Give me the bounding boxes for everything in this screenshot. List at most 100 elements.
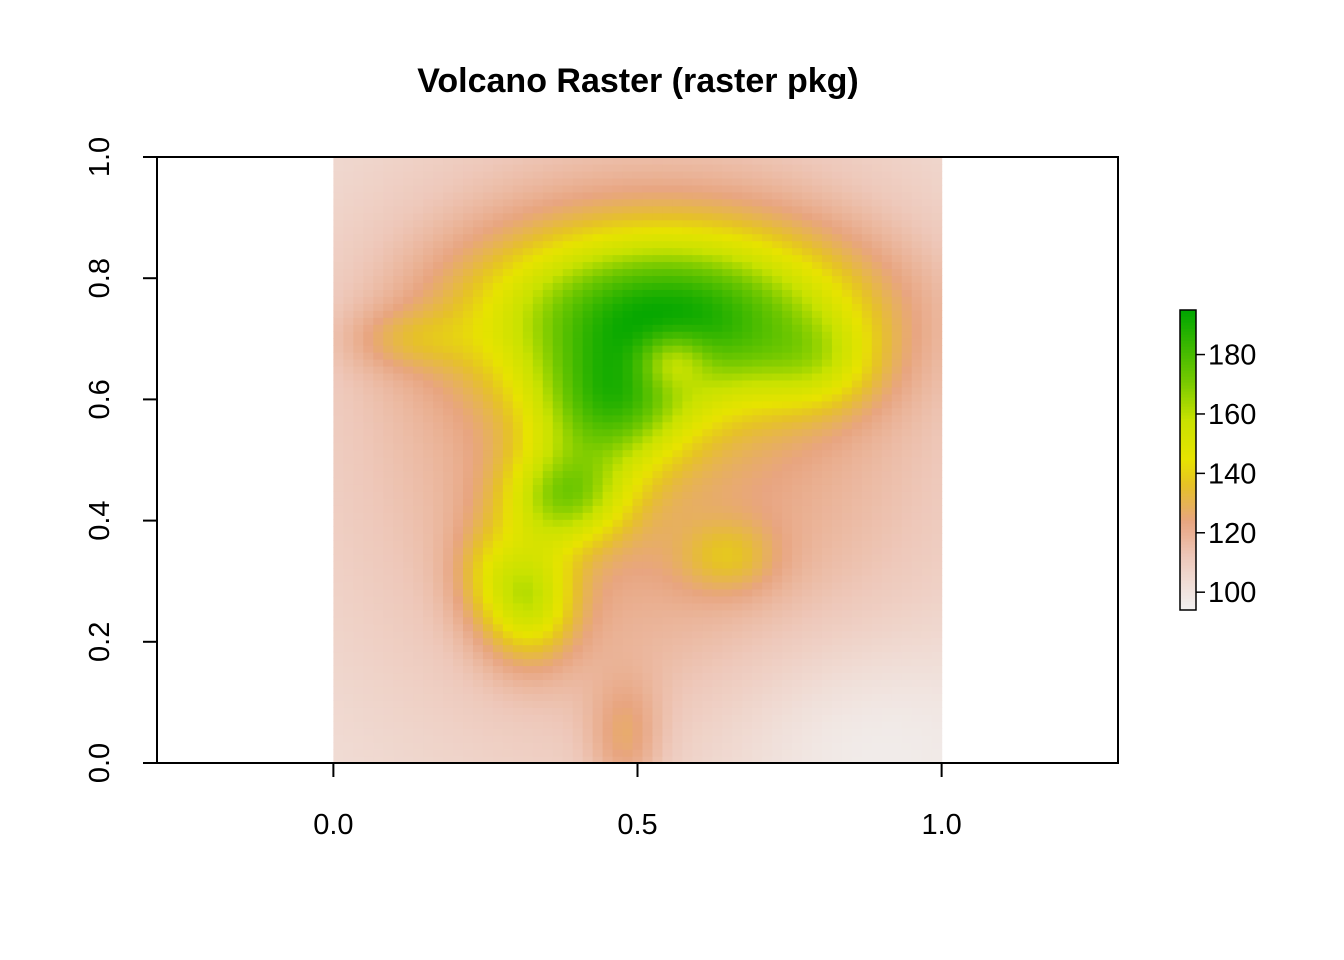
raster-cell	[792, 303, 803, 311]
raster-cell	[373, 407, 384, 416]
raster-cell	[911, 226, 923, 235]
raster-cell	[512, 742, 524, 750]
raster-cell	[682, 268, 693, 277]
raster-cell	[482, 282, 494, 290]
raster-cell	[353, 352, 364, 360]
raster-cell	[393, 526, 404, 534]
raster-cell	[582, 581, 594, 590]
raster-cell	[602, 756, 614, 764]
raster-cell	[353, 219, 364, 228]
raster-cell	[353, 317, 364, 325]
raster-cell	[652, 574, 664, 583]
raster-cell	[572, 567, 584, 576]
raster-cell	[612, 512, 624, 520]
raster-cell	[712, 693, 723, 701]
raster-cell	[592, 212, 604, 221]
raster-cell	[433, 630, 444, 639]
raster-cell	[732, 707, 743, 715]
raster-cell	[363, 547, 374, 555]
raster-cell	[851, 477, 863, 485]
raster-cell	[682, 435, 693, 444]
raster-cell	[383, 658, 394, 667]
raster-cell	[722, 756, 733, 764]
raster-cell	[492, 623, 504, 632]
raster-cell	[582, 449, 594, 458]
raster-cell	[891, 345, 903, 353]
raster-cell	[911, 310, 923, 318]
raster-cell	[891, 289, 903, 297]
raster-cell	[373, 310, 384, 318]
raster-cell	[512, 282, 524, 290]
raster-cell	[662, 700, 673, 708]
raster-cell	[841, 749, 853, 757]
raster-cell	[782, 749, 793, 757]
raster-cell	[851, 421, 863, 430]
raster-cell	[682, 386, 693, 395]
raster-cell	[472, 407, 484, 416]
raster-cell	[901, 212, 913, 221]
raster-cell	[782, 345, 793, 353]
raster-cell	[861, 616, 873, 625]
raster-cell	[772, 477, 783, 485]
raster-cell	[333, 386, 344, 395]
raster-cell	[782, 554, 793, 562]
raster-cell	[512, 338, 524, 346]
raster-cell	[562, 567, 574, 576]
raster-cell	[762, 700, 773, 708]
raster-cell	[702, 679, 713, 687]
raster-cell	[911, 317, 923, 325]
raster-cell	[453, 533, 464, 541]
raster-cell	[602, 435, 614, 444]
raster-cell	[762, 672, 773, 681]
raster-cell	[343, 567, 354, 576]
raster-cell	[413, 289, 424, 297]
raster-cell	[542, 345, 554, 353]
raster-cell	[811, 219, 823, 228]
raster-cell	[353, 449, 364, 458]
raster-cell	[443, 484, 454, 492]
raster-cell	[582, 379, 594, 388]
raster-cell	[772, 421, 783, 430]
raster-cell	[921, 254, 933, 263]
raster-cell	[552, 567, 564, 576]
raster-cell	[682, 714, 693, 722]
raster-cell	[911, 463, 923, 472]
raster-cell	[722, 616, 733, 625]
raster-cell	[622, 296, 634, 304]
raster-cell	[931, 561, 943, 569]
raster-cell	[562, 574, 574, 583]
raster-cell	[582, 359, 594, 367]
raster-cell	[871, 679, 883, 687]
raster-cell	[662, 352, 673, 360]
raster-cell	[851, 595, 863, 604]
raster-cell	[482, 588, 494, 597]
raster-cell	[722, 484, 733, 492]
raster-cell	[423, 693, 434, 701]
raster-cell	[811, 205, 823, 214]
raster-cell	[772, 428, 783, 437]
raster-cell	[552, 247, 564, 256]
raster-cell	[403, 310, 414, 318]
raster-cell	[562, 345, 574, 353]
raster-cell	[881, 289, 893, 297]
raster-cell	[881, 644, 893, 653]
raster-cell	[921, 421, 933, 430]
raster-cell	[821, 756, 833, 764]
raster-cell	[861, 414, 873, 423]
raster-cell	[901, 721, 913, 729]
raster-cell	[811, 602, 823, 611]
raster-cell	[582, 365, 594, 374]
raster-cell	[881, 630, 893, 639]
raster-cell	[482, 331, 494, 339]
raster-cell	[861, 623, 873, 632]
raster-cell	[632, 212, 644, 221]
raster-cell	[702, 324, 713, 332]
raster-cell	[403, 435, 414, 444]
raster-cell	[393, 623, 404, 632]
raster-cell	[931, 470, 943, 479]
raster-cell	[841, 254, 853, 263]
raster-cell	[453, 644, 464, 653]
raster-cell	[752, 324, 763, 332]
raster-cell	[502, 756, 514, 764]
raster-cell	[502, 219, 514, 228]
